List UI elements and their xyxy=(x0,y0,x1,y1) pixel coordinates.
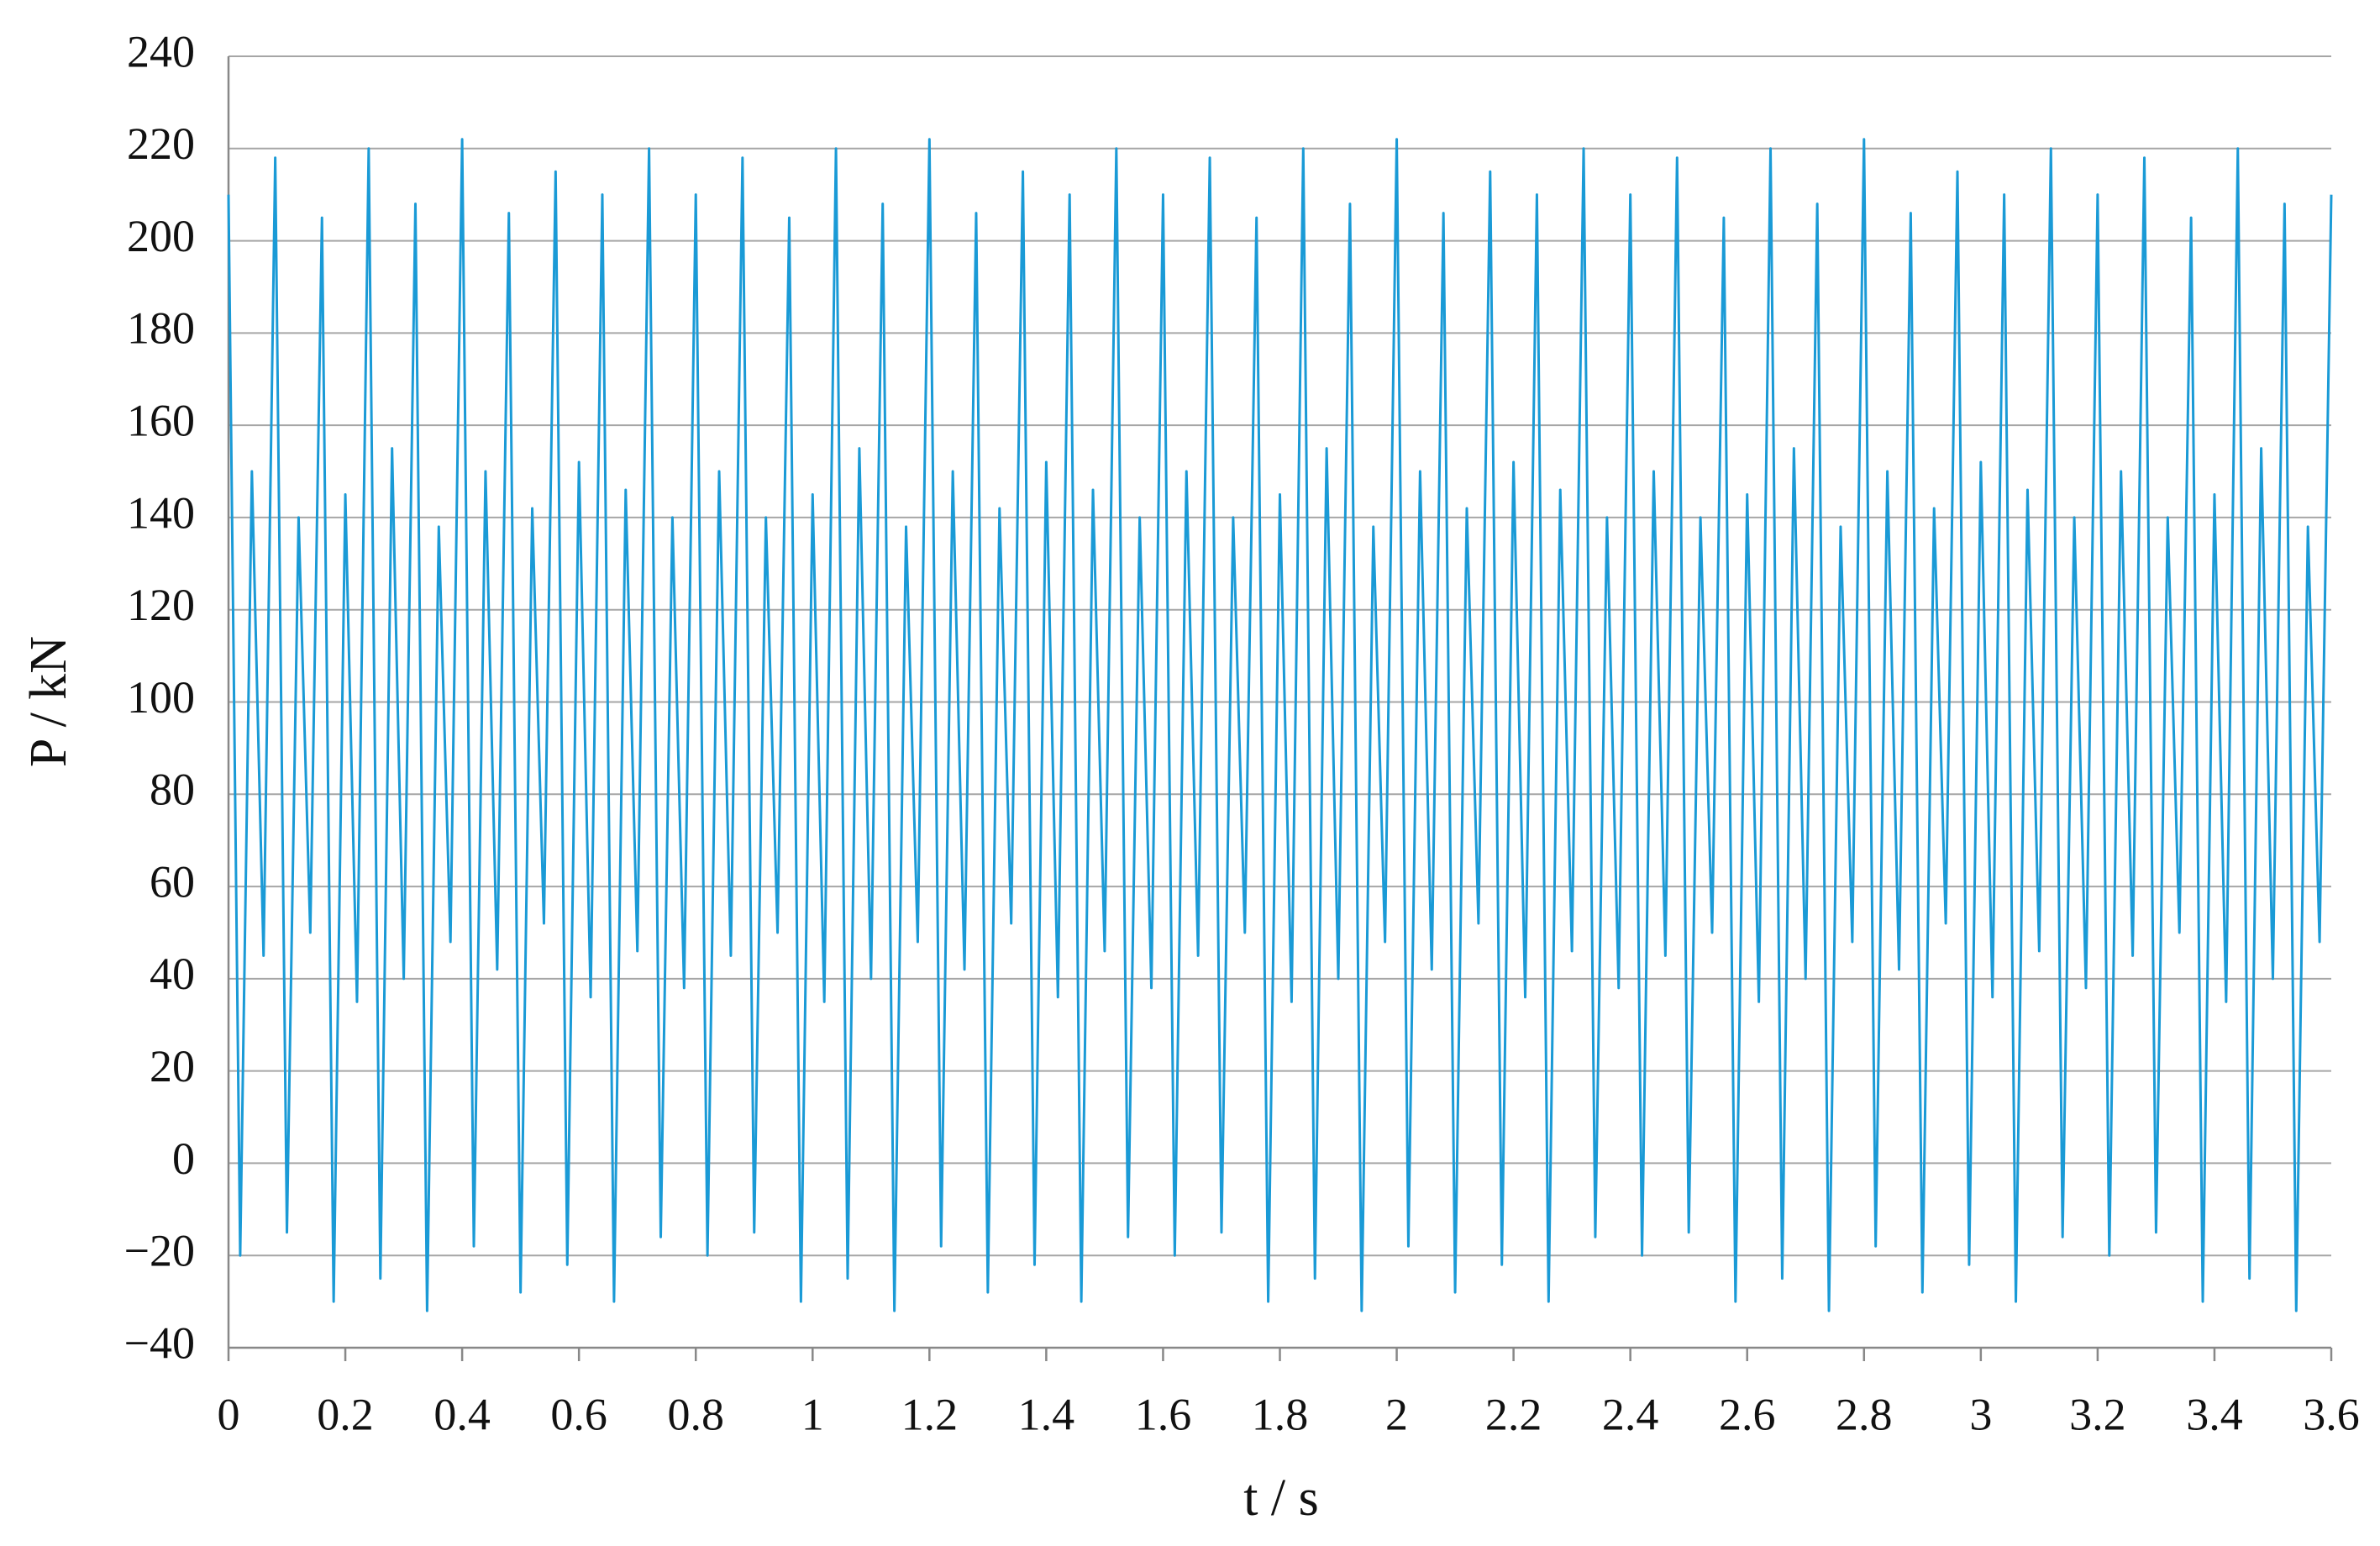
x-tick-label: 0 xyxy=(218,1389,240,1439)
y-tick-label: 240 xyxy=(127,26,195,76)
x-tick-label: 1.4 xyxy=(1018,1389,1075,1439)
y-tick-label: −20 xyxy=(124,1226,195,1276)
x-tick-label: 3.4 xyxy=(2186,1389,2243,1439)
y-tick-label: 100 xyxy=(127,672,195,723)
x-tick-label: 2.4 xyxy=(1602,1389,1659,1439)
x-tick-label: 1.2 xyxy=(901,1389,959,1439)
y-tick-label: 160 xyxy=(127,396,195,446)
x-tick-label: 2.2 xyxy=(1485,1389,1542,1439)
y-tick-label: 40 xyxy=(150,949,195,999)
x-tick-label: 1.6 xyxy=(1135,1389,1192,1439)
y-tick-label: 140 xyxy=(127,487,195,538)
x-tick-label: 3.2 xyxy=(2069,1389,2126,1439)
x-tick-label: 2.6 xyxy=(1719,1389,1776,1439)
y-tick-label: 200 xyxy=(127,211,195,261)
y-tick-label: 80 xyxy=(150,765,195,815)
y-axis-label: P / kN xyxy=(20,636,77,767)
x-tick-label: 2 xyxy=(1385,1389,1408,1439)
x-tick-label: 1.8 xyxy=(1252,1389,1309,1439)
y-tick-label: 120 xyxy=(127,580,195,630)
x-tick-label: 3 xyxy=(1969,1389,1992,1439)
y-tick-label: 20 xyxy=(150,1041,195,1091)
y-tick-label: 60 xyxy=(150,856,195,907)
x-tick-label: 1 xyxy=(801,1389,824,1439)
signal-line xyxy=(227,138,2333,1312)
y-tick-label: 220 xyxy=(127,118,195,169)
x-tick-label: 3.6 xyxy=(2303,1389,2360,1439)
x-tick-label: 2.8 xyxy=(1836,1389,1893,1439)
y-tick-label: −40 xyxy=(124,1317,195,1368)
x-tick-label: 0.8 xyxy=(667,1389,724,1439)
x-tick-label: 0.6 xyxy=(550,1389,607,1439)
y-tick-label: 0 xyxy=(172,1133,195,1184)
x-tick-label: 0.4 xyxy=(433,1389,491,1439)
x-axis-label: t / s xyxy=(1243,1470,1319,1527)
x-tick-label: 0.2 xyxy=(317,1389,374,1439)
y-tick-label: 180 xyxy=(127,303,195,354)
